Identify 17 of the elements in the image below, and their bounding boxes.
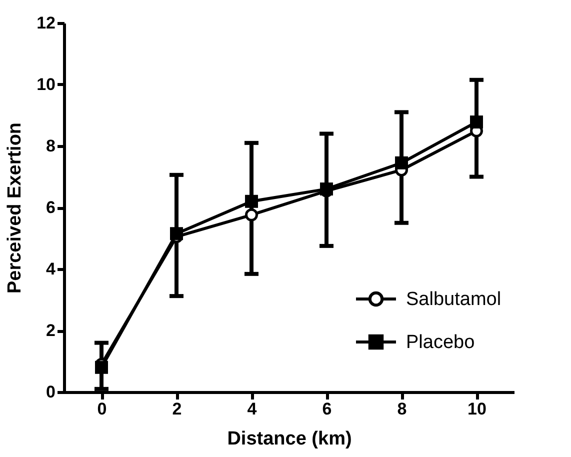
y-tick-label: 12 xyxy=(36,14,56,32)
legend-label: Placebo xyxy=(406,332,475,353)
y-tick-label: 4 xyxy=(46,260,56,278)
y-tick-label: 8 xyxy=(46,136,56,156)
y-axis-title: Perceived Exertion xyxy=(4,122,26,294)
x-tick-label: 4 xyxy=(247,400,258,418)
x-axis-title: Distance (km) xyxy=(227,428,352,450)
y-tick-label: 6 xyxy=(46,198,56,217)
x-tick-label: 8 xyxy=(397,400,407,418)
y-tick-label: 10 xyxy=(36,75,56,94)
x-tick-label: 6 xyxy=(322,400,332,418)
x-tick-label: 10 xyxy=(468,400,486,418)
x-tick-label: 2 xyxy=(172,400,182,418)
legend-label: Salbutamol xyxy=(406,289,502,310)
y-tick-label: 2 xyxy=(46,321,56,340)
y-tick-label: 0 xyxy=(46,382,56,402)
x-tick-label: 0 xyxy=(97,400,107,418)
